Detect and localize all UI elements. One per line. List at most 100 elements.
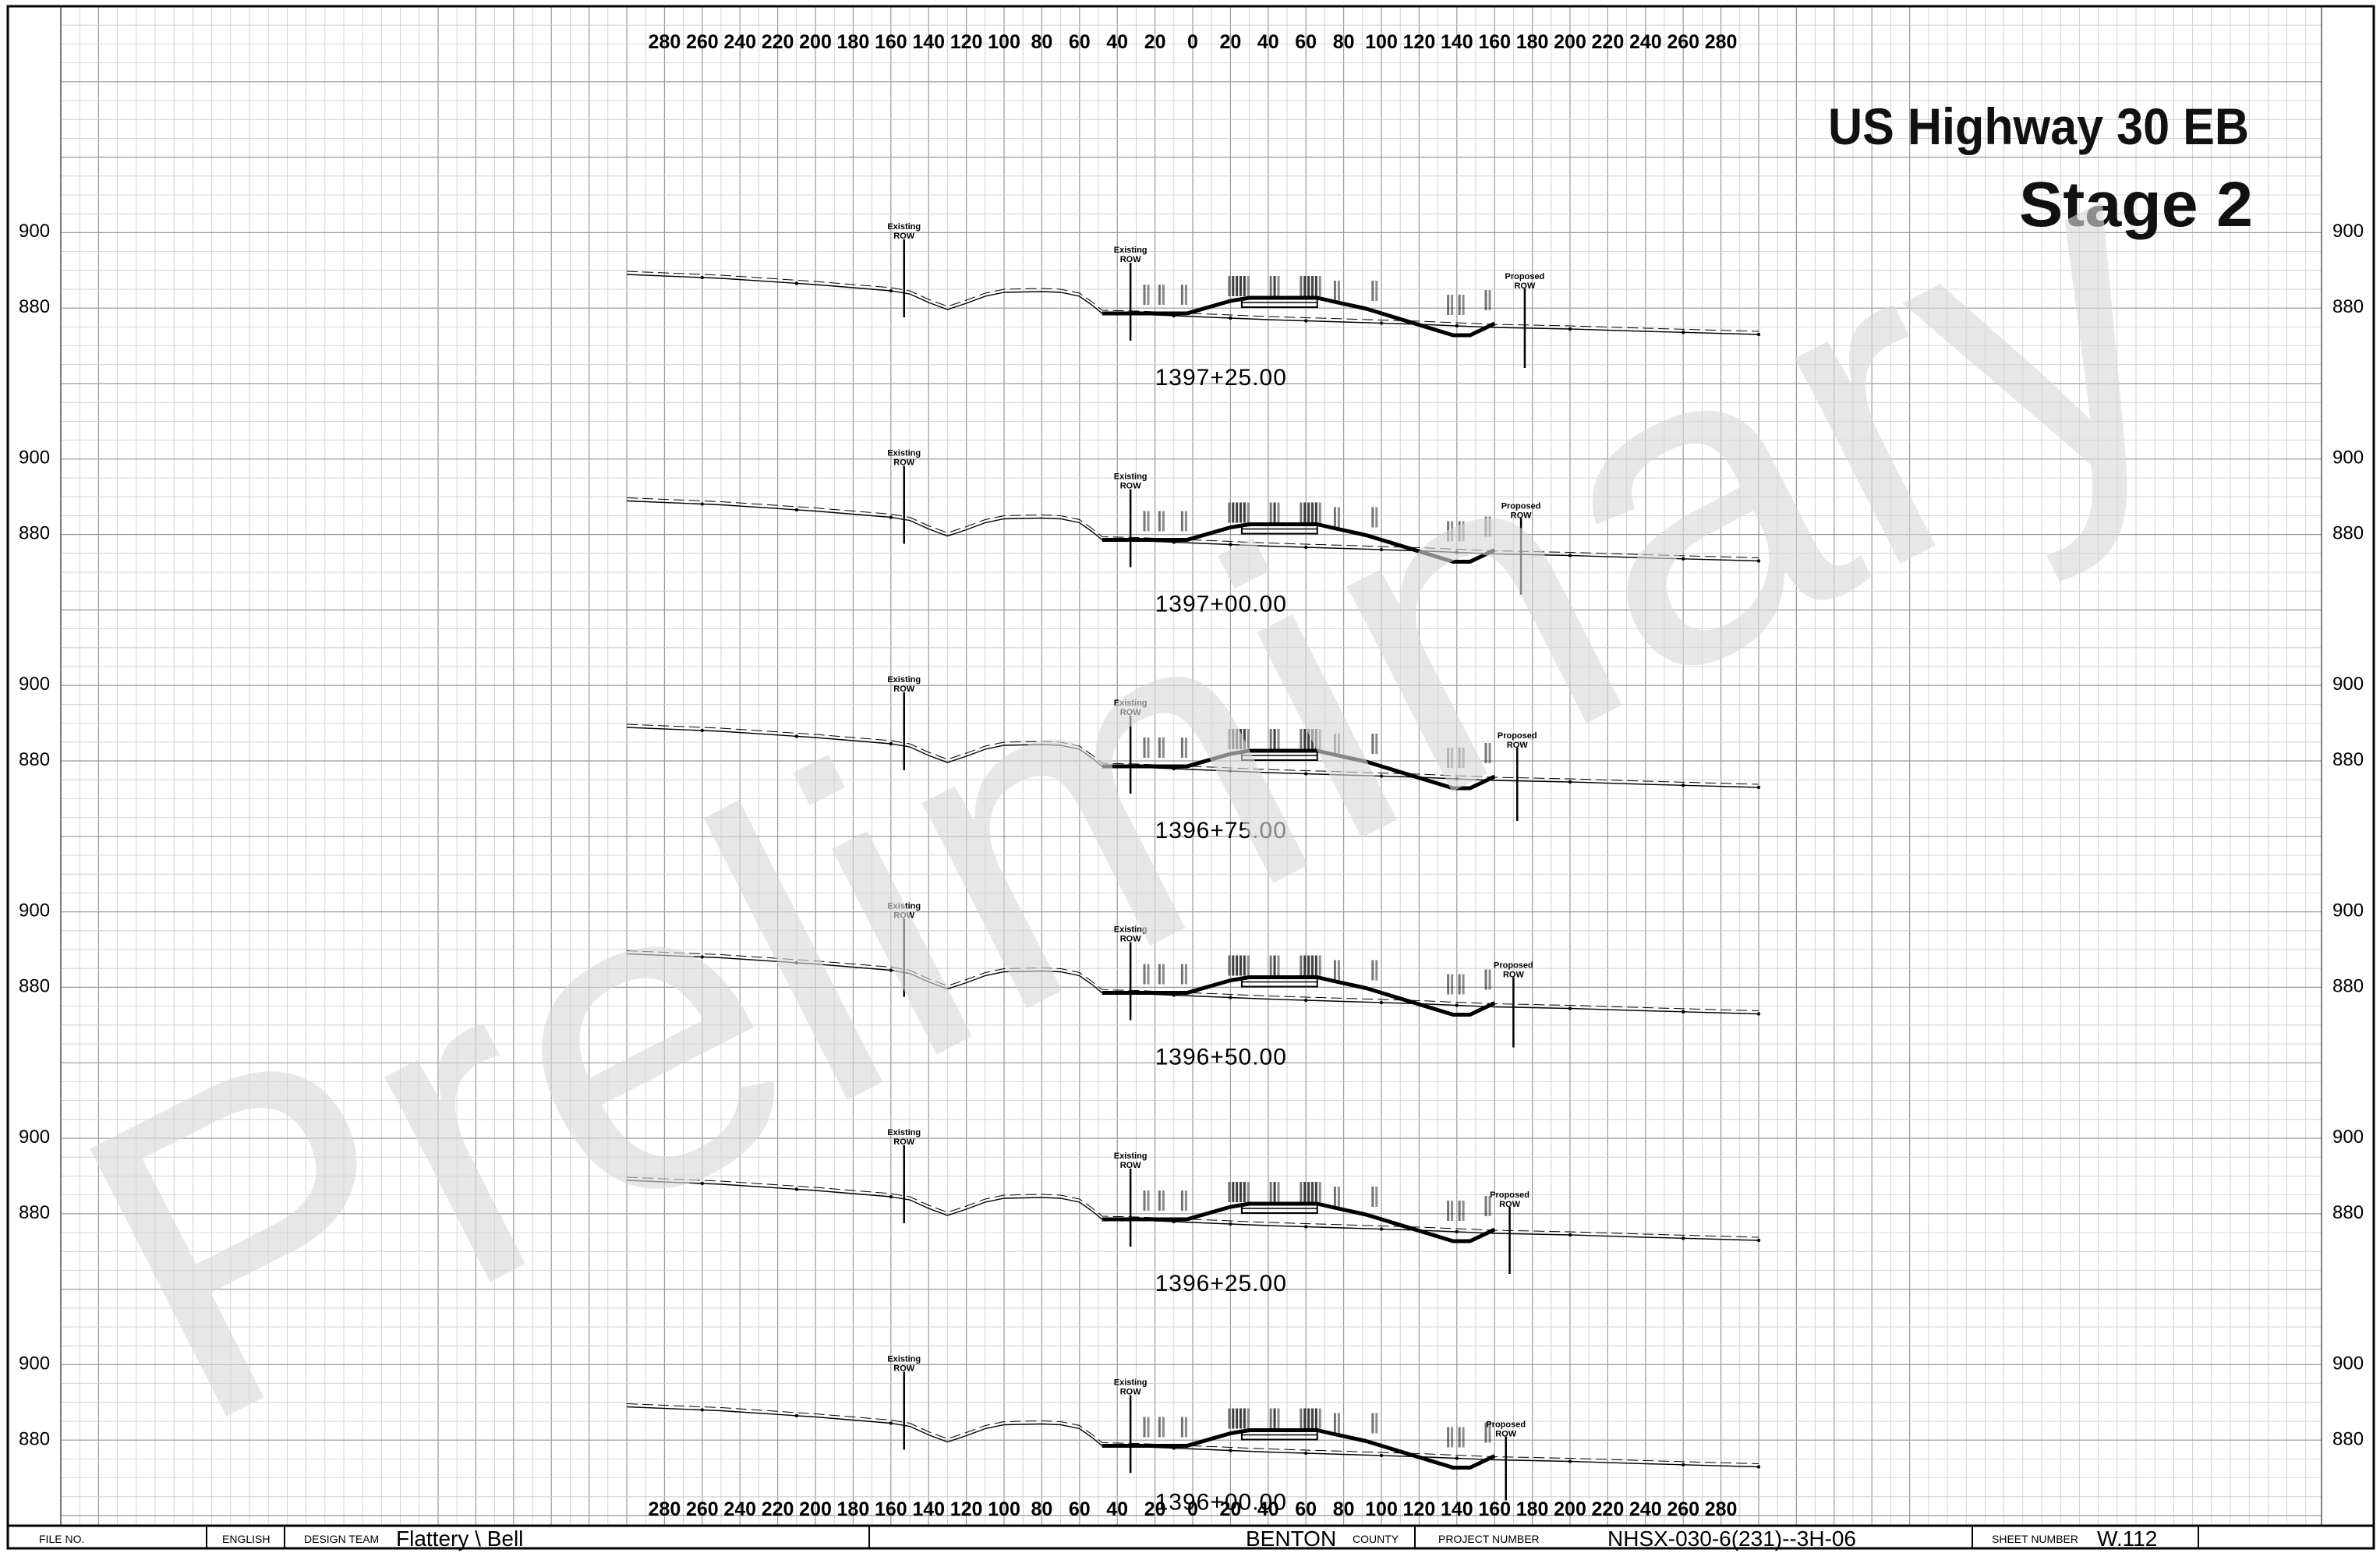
proposed-row-label: Proposed bbox=[1490, 1190, 1529, 1200]
existing-ground-dashed bbox=[626, 1403, 1759, 1464]
county-value: BENTON bbox=[1246, 1526, 1336, 1551]
project-number-label: PROJECT NUMBER bbox=[1438, 1533, 1540, 1545]
existing-row-label: Existing bbox=[1114, 1151, 1148, 1161]
offset-label-top: 220 bbox=[1592, 31, 1625, 53]
elev-880-left: 880 bbox=[19, 749, 50, 770]
existing-row-label: ROW bbox=[1120, 482, 1142, 491]
proposed-row-label: Proposed bbox=[1505, 272, 1545, 281]
station-label: 1397+25.00 bbox=[1155, 365, 1287, 391]
sheet-border bbox=[6, 5, 2375, 1550]
offset-label-bottom: 120 bbox=[950, 1498, 983, 1520]
offset-label-bottom: 60 bbox=[1069, 1498, 1091, 1520]
elev-880-right: 880 bbox=[2332, 749, 2364, 770]
existing-row-label: ROW bbox=[893, 1364, 915, 1374]
existing-row-label: Existing bbox=[887, 675, 921, 685]
elev-900-right: 900 bbox=[2332, 448, 2364, 469]
existing-row-label: ROW bbox=[893, 458, 915, 468]
sheet-number-label: SHEET NUMBER bbox=[1992, 1533, 2078, 1545]
offset-label-top: 60 bbox=[1295, 31, 1317, 53]
existing-row-label: ROW bbox=[893, 232, 915, 241]
offset-label-top: 160 bbox=[1478, 31, 1511, 53]
offset-axis-top: 280 260 240 220 200 180 160 140 120 100 80 60 40 20 0 2… bbox=[649, 31, 1738, 53]
offset-label-bottom: 0 bbox=[1187, 1498, 1198, 1520]
offset-label-top: 100 bbox=[988, 31, 1020, 53]
offset-label-top: 180 bbox=[837, 31, 870, 53]
proposed-row-label: ROW bbox=[1507, 741, 1529, 750]
elev-900-right: 900 bbox=[2332, 1127, 2364, 1148]
proposed-row-label: ROW bbox=[1495, 1430, 1517, 1439]
title-block: FILE NO. ENGLISH DESIGN TEAM Flattery \ … bbox=[8, 1524, 2374, 1551]
existing-row-label: ROW bbox=[893, 911, 915, 921]
existing-ground-dashed bbox=[626, 271, 1759, 332]
existing-ground-line bbox=[626, 953, 1759, 1015]
elev-900-right: 900 bbox=[2332, 900, 2364, 922]
cross-section-1396+50.00: 900880900880ExistingROWExistingROWPropos… bbox=[19, 900, 2364, 1070]
offset-label-top: 240 bbox=[1629, 31, 1662, 53]
offset-label-top: 280 bbox=[649, 31, 681, 53]
offset-label-bottom: 100 bbox=[988, 1498, 1020, 1520]
offset-label-bottom: 180 bbox=[837, 1498, 870, 1520]
elev-880-right: 880 bbox=[2332, 976, 2364, 997]
cross-section-1397+00.00: 900880900880ExistingROWExistingROWPropos… bbox=[19, 448, 2364, 617]
elev-900-left: 900 bbox=[19, 448, 50, 469]
station-label: 1397+00.00 bbox=[1155, 592, 1287, 617]
cross-section-1396+25.00: 900880900880ExistingROWExistingROWPropos… bbox=[19, 1127, 2364, 1297]
offset-label-top: 160 bbox=[875, 31, 907, 53]
existing-row-label: Existing bbox=[1114, 246, 1148, 255]
existing-row-label: ROW bbox=[1120, 255, 1142, 264]
offset-label-top: 200 bbox=[799, 31, 832, 53]
proposed-row-label: ROW bbox=[1503, 971, 1525, 980]
design-team-value: Flattery \ Bell bbox=[396, 1526, 523, 1551]
station-label: 1396+50.00 bbox=[1155, 1045, 1287, 1070]
elev-900-left: 900 bbox=[19, 1353, 50, 1374]
offset-label-bottom: 200 bbox=[799, 1498, 832, 1520]
existing-row-label: ROW bbox=[1120, 708, 1142, 717]
station-label: 1396+00.00 bbox=[1155, 1490, 1287, 1516]
existing-row-label: Existing bbox=[887, 222, 921, 232]
offset-label-bottom: 100 bbox=[1365, 1498, 1398, 1520]
offset-label-bottom: 60 bbox=[1295, 1498, 1317, 1520]
proposed-row-label: ROW bbox=[1514, 281, 1536, 291]
offset-label-top: 200 bbox=[1554, 31, 1586, 53]
proposed-row-label: ROW bbox=[1499, 1200, 1521, 1209]
existing-row-label: Existing bbox=[887, 1355, 921, 1364]
existing-ground-line bbox=[626, 274, 1759, 335]
proposed-row-label: Proposed bbox=[1494, 961, 1533, 971]
station-label: 1396+25.00 bbox=[1155, 1271, 1287, 1297]
offset-axis-bottom: 280 260 240 220 200 180 160 140 120 100 80 60 40 20 0 2… bbox=[649, 1498, 1738, 1520]
elev-880-left: 880 bbox=[19, 523, 50, 544]
project-number-value: NHSX-030-6(231)--3H-06 bbox=[1607, 1526, 1856, 1551]
units-label: ENGLISH bbox=[222, 1533, 270, 1545]
offset-label-top: 80 bbox=[1333, 31, 1355, 53]
offset-label-top: 260 bbox=[686, 31, 719, 53]
offset-label-top: 120 bbox=[1403, 31, 1436, 53]
offset-label-top: 180 bbox=[1516, 31, 1549, 53]
cross-section-1396+75.00: 900880900880ExistingROWExistingROWPropos… bbox=[19, 674, 2364, 844]
offset-label-top: 120 bbox=[950, 31, 983, 53]
offset-label-top: 0 bbox=[1187, 31, 1198, 53]
existing-ground-dashed bbox=[626, 497, 1759, 558]
sheet-title: US Highway 30 EB bbox=[1828, 97, 2249, 155]
offset-label-top: 40 bbox=[1257, 31, 1279, 53]
offset-label-bottom: 140 bbox=[912, 1498, 945, 1520]
offset-label-bottom: 80 bbox=[1333, 1498, 1355, 1520]
elev-900-left: 900 bbox=[19, 900, 50, 922]
offset-label-top: 100 bbox=[1365, 31, 1398, 53]
offset-label-bottom: 20 bbox=[1219, 1498, 1241, 1520]
existing-row-label: Existing bbox=[1114, 1378, 1148, 1388]
offset-label-bottom: 240 bbox=[723, 1498, 756, 1520]
offset-label-bottom: 40 bbox=[1106, 1498, 1128, 1520]
offset-label-bottom: 280 bbox=[1705, 1498, 1738, 1520]
elev-880-left: 880 bbox=[19, 296, 50, 317]
elev-880-right: 880 bbox=[2332, 1202, 2364, 1223]
offset-label-bottom: 40 bbox=[1257, 1498, 1279, 1520]
offset-label-bottom: 180 bbox=[1516, 1498, 1549, 1520]
elev-880-right: 880 bbox=[2332, 1429, 2364, 1450]
proposed-row-label: ROW bbox=[1511, 511, 1533, 521]
offset-label-bottom: 260 bbox=[1667, 1498, 1699, 1520]
file-no-label: FILE NO. bbox=[39, 1533, 84, 1545]
elev-880-right: 880 bbox=[2332, 296, 2364, 317]
existing-ground-line bbox=[626, 1406, 1759, 1468]
offset-label-bottom: 160 bbox=[875, 1498, 907, 1520]
elev-900-left: 900 bbox=[19, 674, 50, 695]
